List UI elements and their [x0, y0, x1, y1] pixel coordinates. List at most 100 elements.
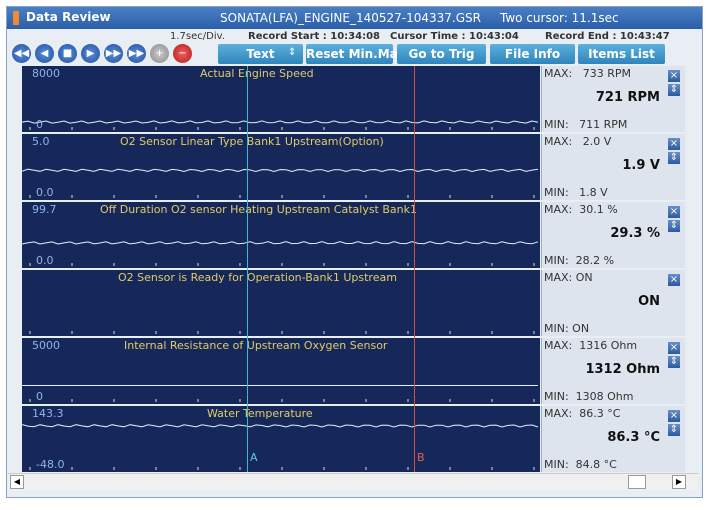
min-value: MIN: 1308 Ohm: [544, 390, 634, 403]
chart-panel: [22, 338, 540, 404]
signal-title: Internal Resistance of Upstream Oxygen S…: [124, 339, 388, 352]
fast-button[interactable]: ▶▶: [127, 44, 146, 63]
app-icon: [13, 11, 19, 25]
signal-title: Off Duration O2 sensor Heating Upstream …: [100, 203, 417, 216]
title-bar: [7, 7, 702, 29]
close-button[interactable]: ×: [668, 410, 680, 422]
first-button[interactable]: ◀◀: [12, 44, 31, 63]
div-ticks: [29, 263, 535, 266]
record-end: Record End : 10:43:47: [545, 31, 670, 42]
div-ticks: [29, 127, 535, 130]
min-value: MIN: 1.8 V: [544, 186, 608, 199]
trace-area: [21, 241, 539, 266]
current-value: 721 RPM: [595, 90, 660, 105]
div-ticks: [29, 331, 535, 334]
trace-area: [21, 120, 539, 130]
trace-area: [29, 331, 535, 334]
min-value: MIN: 711 RPM: [544, 118, 628, 131]
spinner[interactable]: ⇕: [288, 47, 297, 58]
scroll-left[interactable]: ◀: [10, 475, 24, 489]
max-value: MAX: 30.1 %: [544, 203, 618, 216]
current-value: 1312 Ohm: [585, 362, 660, 377]
scale-bottom: 0: [36, 118, 43, 131]
scale-top: 99.7: [32, 203, 57, 216]
stop-button[interactable]: ■: [58, 44, 77, 63]
div-ticks: [29, 399, 535, 402]
scale-top: 5000: [32, 339, 60, 352]
toolbar-button[interactable]: Reset Min.Max: [306, 44, 406, 64]
cursor-line-a: [247, 66, 248, 472]
next-button[interactable]: ▶: [81, 44, 100, 63]
close-button[interactable]: ×: [668, 206, 680, 218]
toolbar-button[interactable]: Go to Trig: [397, 44, 486, 64]
cursor-info: Two cursor: 11.1sec: [500, 11, 619, 25]
side-panel: [541, 134, 685, 200]
scale-bottom: 0.0: [36, 186, 54, 199]
min-value: MIN: 84.8 °C: [544, 458, 617, 471]
scale-top: 143.3: [32, 407, 64, 420]
chart-panel: [21, 202, 540, 268]
cursor-line-b: [414, 66, 415, 472]
current-value: ON: [638, 294, 660, 309]
current-value: 29.3 %: [610, 226, 660, 241]
move-button[interactable]: ⇕: [668, 424, 680, 436]
scroll-thumb[interactable]: [628, 475, 646, 489]
side-panel: [541, 66, 685, 132]
signal-title: O2 Sensor Linear Type Bank1 Upstream(Opt…: [120, 135, 384, 148]
signal-trace: [21, 120, 539, 124]
min-value: MIN: 28.2 %: [544, 254, 615, 267]
move-button[interactable]: ⇕: [668, 220, 680, 232]
chart-panel: [21, 406, 540, 472]
side-panel: [541, 270, 685, 336]
signal-title: Water Temperature: [207, 407, 313, 420]
signal-trace: [21, 241, 539, 245]
record-start: Record Start : 10:34:08: [248, 31, 381, 42]
cursor-time: Cursor Time : 10:43:04: [390, 31, 519, 42]
current-value: 1.9 V: [622, 158, 660, 173]
max-value: MAX: 86.3 °C: [544, 407, 621, 420]
side-panel: [541, 338, 685, 404]
close-button[interactable]: ×: [668, 342, 680, 354]
move-button[interactable]: ⇕: [668, 84, 680, 96]
cursor-label-b: B: [417, 451, 425, 464]
last-button[interactable]: ▶▶: [104, 44, 123, 63]
signal-trace: [21, 168, 539, 173]
scale-bottom: 0: [36, 390, 43, 403]
zoom-in-button[interactable]: +: [150, 44, 169, 63]
max-value: MAX: ON: [544, 271, 593, 284]
chart-panel: [21, 134, 540, 200]
trace-area: [21, 168, 539, 198]
max-value: MAX: 2.0 V: [544, 135, 612, 148]
max-value: MAX: 733 RPM: [544, 67, 632, 80]
window-title: Data Review: [26, 10, 111, 24]
move-button[interactable]: ⇕: [668, 152, 680, 164]
signal-title: O2 Sensor is Ready for Operation-Bank1 U…: [118, 271, 397, 284]
toolbar-button[interactable]: Text: [218, 44, 303, 64]
toolbar-button[interactable]: File Info: [490, 44, 575, 64]
scale-top: 5.0: [32, 135, 50, 148]
signal-trace: [21, 424, 539, 428]
min-value: MIN: ON: [544, 322, 590, 335]
division: 1.7sec/Div.: [170, 31, 225, 42]
scroll-right[interactable]: ▶: [672, 475, 686, 489]
close-button[interactable]: ×: [668, 274, 680, 286]
cursor-label-a: A: [250, 451, 258, 464]
zoom-out-button[interactable]: −: [173, 44, 192, 63]
close-button[interactable]: ×: [668, 138, 680, 150]
side-panel: [541, 202, 685, 268]
trace-area: [22, 385, 538, 402]
scale-top: 8000: [32, 67, 60, 80]
side-panel: [541, 406, 685, 472]
file-name: SONATA(LFA)_ENGINE_140527-104337.GSR: [220, 11, 481, 25]
move-button[interactable]: ⇕: [668, 356, 680, 368]
prev-button[interactable]: ◀: [35, 44, 54, 63]
toolbar-button[interactable]: Items List: [578, 44, 665, 64]
current-value: 86.3 °C: [607, 430, 660, 445]
scale-bottom: 0.0: [36, 254, 54, 267]
chart-panel: [22, 270, 540, 336]
signal-title: Actual Engine Speed: [200, 67, 314, 80]
h-scrollbar[interactable]: [8, 473, 698, 490]
close-button[interactable]: ×: [668, 70, 680, 82]
div-ticks: [29, 467, 535, 470]
